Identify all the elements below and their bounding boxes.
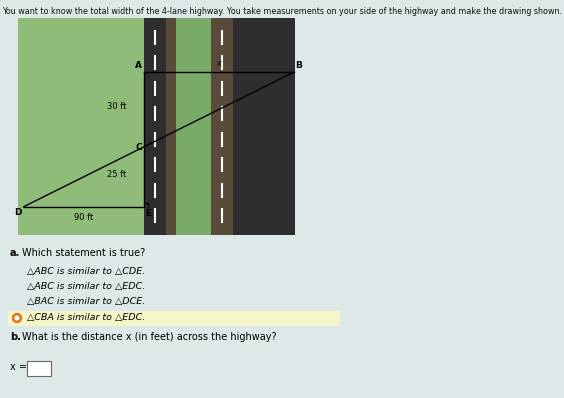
- Text: Which statement is true?: Which statement is true?: [22, 248, 146, 258]
- Text: B: B: [296, 61, 302, 70]
- Text: What is the distance x (in feet) across the highway?: What is the distance x (in feet) across …: [22, 332, 276, 342]
- Polygon shape: [18, 18, 295, 235]
- Text: 30 ft: 30 ft: [107, 102, 126, 111]
- Circle shape: [12, 314, 21, 322]
- Text: △BAC is similar to △DCE.: △BAC is similar to △DCE.: [27, 297, 146, 306]
- Text: x: x: [217, 59, 221, 68]
- Polygon shape: [176, 18, 210, 235]
- Text: A: A: [135, 61, 142, 70]
- Polygon shape: [8, 311, 340, 326]
- Text: x =: x =: [10, 362, 27, 372]
- Polygon shape: [210, 18, 233, 235]
- Circle shape: [15, 316, 19, 320]
- Text: △CBA is similar to △EDC.: △CBA is similar to △EDC.: [27, 313, 146, 322]
- Text: △ABC is similar to △CDE.: △ABC is similar to △CDE.: [27, 267, 146, 276]
- Polygon shape: [233, 18, 295, 235]
- Text: You want to know the total width of the 4-lane highway. You take measurements on: You want to know the total width of the …: [2, 7, 562, 16]
- FancyBboxPatch shape: [27, 361, 51, 376]
- Text: 25 ft: 25 ft: [107, 170, 126, 179]
- Polygon shape: [166, 18, 176, 235]
- Text: a.: a.: [10, 248, 20, 258]
- Text: 90 ft: 90 ft: [74, 213, 94, 222]
- Text: b.: b.: [10, 332, 21, 342]
- Text: C: C: [135, 143, 142, 152]
- Polygon shape: [144, 18, 166, 235]
- Text: △ABC is similar to △EDC.: △ABC is similar to △EDC.: [27, 282, 146, 291]
- Text: D: D: [14, 208, 21, 217]
- Text: E: E: [145, 209, 151, 218]
